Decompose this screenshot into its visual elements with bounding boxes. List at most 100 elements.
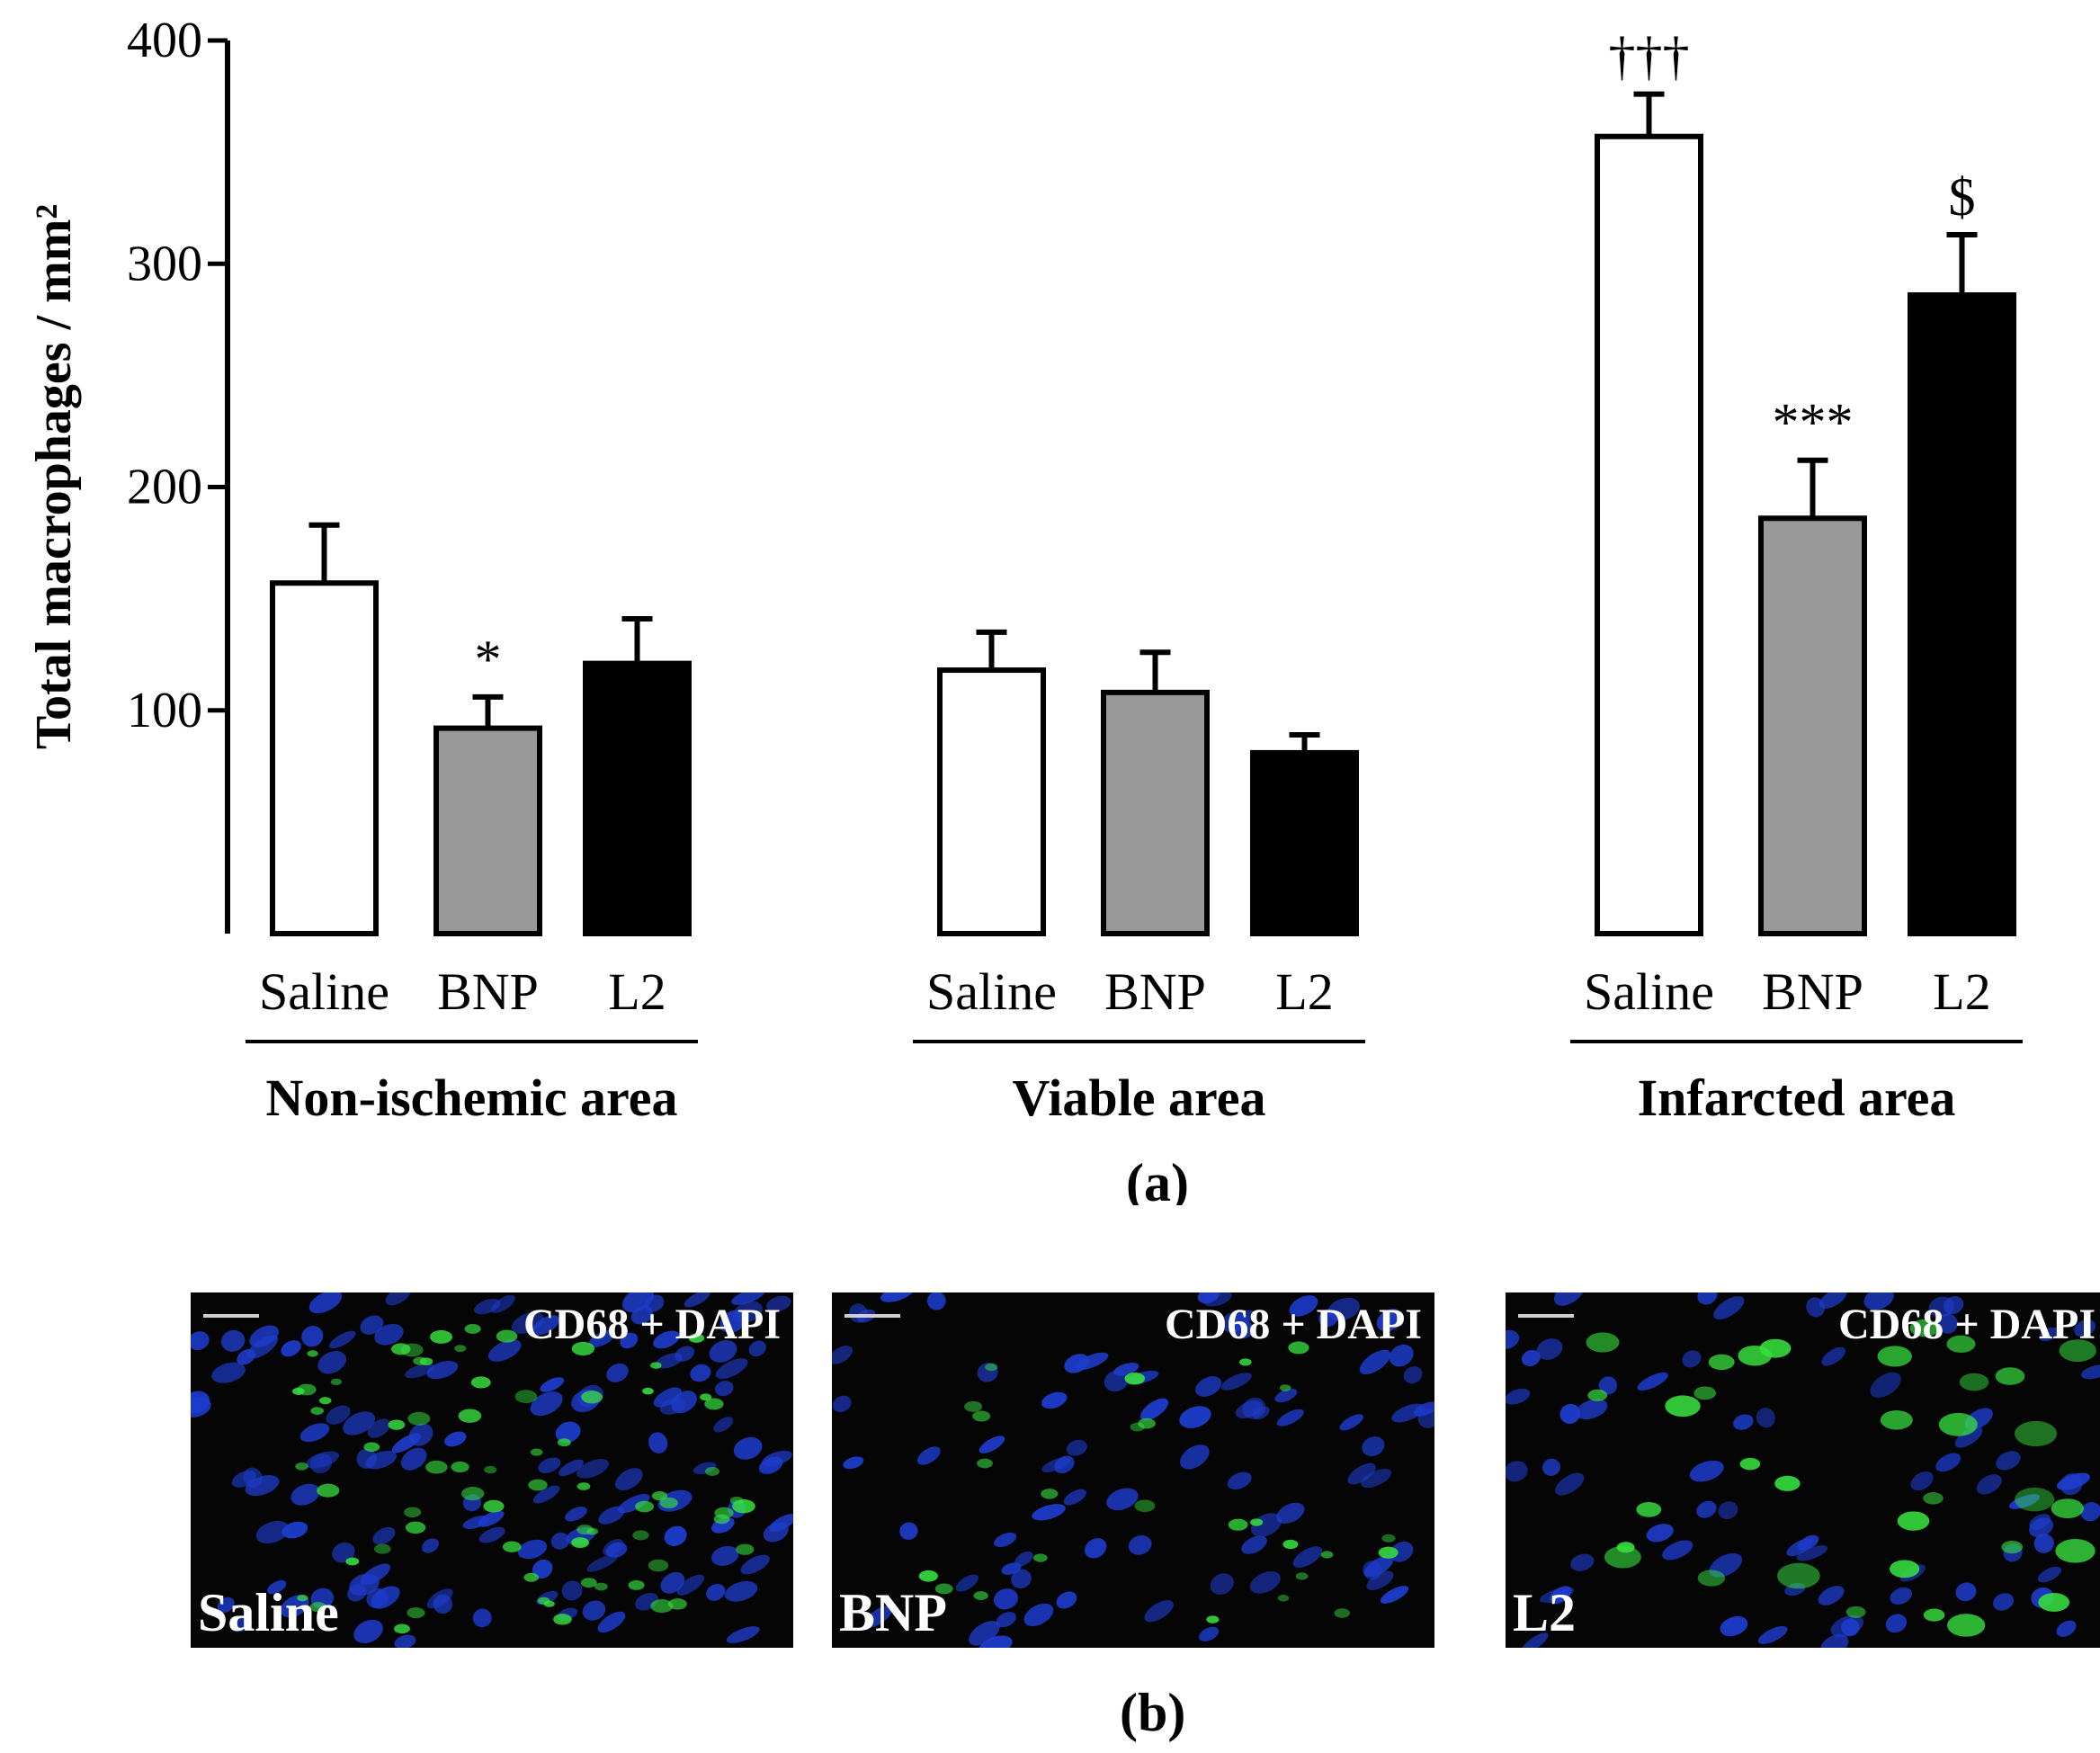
macrophage <box>1777 1562 1820 1589</box>
nucleus <box>310 1453 333 1474</box>
nucleus <box>281 1340 301 1357</box>
macrophage <box>318 1397 332 1405</box>
nucleus <box>1662 1540 1693 1561</box>
nucleus <box>832 1346 853 1364</box>
nucleus <box>1521 1632 1549 1648</box>
macrophage <box>700 1393 712 1401</box>
nucleus <box>1210 1573 1234 1595</box>
nucleus <box>433 1594 453 1614</box>
nucleus <box>726 1626 760 1643</box>
nucleus <box>405 1363 435 1379</box>
nucleus <box>1199 1626 1220 1641</box>
nucleus <box>832 1395 852 1413</box>
nucleus <box>532 1315 560 1336</box>
macrophage <box>1587 1389 1608 1401</box>
nucleus <box>1821 1346 1846 1366</box>
nucleus <box>372 1526 396 1545</box>
bar <box>1101 689 1210 936</box>
nucleus <box>843 1456 864 1470</box>
nucleus <box>555 1421 581 1444</box>
nucleus <box>979 1435 1005 1453</box>
nucleus <box>326 1405 351 1425</box>
significance-marker: ††† <box>1609 27 1690 86</box>
nucleus <box>356 1448 377 1469</box>
nucleus <box>530 1391 563 1417</box>
nucleus <box>233 1617 253 1632</box>
macrophage <box>2015 1487 2055 1512</box>
nucleus <box>1863 1292 1894 1310</box>
bar <box>1595 133 1703 936</box>
nucleus <box>532 1559 553 1579</box>
nucleus <box>993 1588 1018 1610</box>
scale-bar <box>844 1314 900 1318</box>
nucleus <box>1796 1545 1828 1561</box>
significance-marker: $ <box>1949 167 1976 227</box>
nucleus <box>1063 1489 1086 1506</box>
nucleus <box>400 1447 427 1471</box>
nucleus <box>1249 1571 1281 1594</box>
nucleus <box>660 1571 685 1594</box>
nucleus <box>1140 1398 1169 1421</box>
nucleus <box>1339 1414 1363 1431</box>
macrophage <box>461 1487 485 1501</box>
y-tick-label: 100 <box>127 683 202 738</box>
stain-label: CD68 + DAPI <box>523 1301 781 1348</box>
nucleus <box>191 1391 210 1414</box>
nucleus <box>217 1596 235 1614</box>
macrophage <box>1130 1422 1145 1432</box>
nucleus <box>374 1323 404 1346</box>
macrophage <box>317 1483 340 1498</box>
y-tick-label: 200 <box>127 460 202 515</box>
macrophage <box>1693 1386 1717 1400</box>
nucleus <box>2033 1534 2054 1553</box>
macrophage <box>704 1467 720 1476</box>
nucleus <box>267 1579 287 1595</box>
x-tick-label: L2 <box>608 962 666 1021</box>
stain-label: CD68 + DAPI <box>1837 1301 2096 1348</box>
macrophage <box>1938 1412 1978 1436</box>
bar <box>1758 515 1867 936</box>
nucleus <box>532 1485 560 1504</box>
nucleus <box>1697 1292 1718 1305</box>
nucleus <box>1976 1474 2002 1495</box>
nucleus <box>648 1432 668 1453</box>
macrophage <box>1877 1346 1912 1367</box>
macrophage <box>429 1329 453 1344</box>
nucleus <box>615 1468 643 1491</box>
macrophage <box>2015 1420 2058 1447</box>
nucleus <box>588 1329 615 1348</box>
panel-label: BNP <box>839 1583 947 1642</box>
panel-label: Saline <box>198 1583 339 1642</box>
nucleus <box>1380 1586 1409 1604</box>
macrophage <box>651 1490 668 1501</box>
macrophage <box>1665 1395 1701 1418</box>
nucleus <box>1885 1614 1908 1633</box>
nucleus <box>1818 1586 1845 1605</box>
macrophage <box>484 1465 497 1474</box>
macrophage <box>400 1343 424 1357</box>
nucleus <box>1041 1457 1071 1472</box>
nucleus <box>916 1446 941 1465</box>
micrograph-saline: CD68 + DAPI Saline <box>191 1292 793 1648</box>
nucleus <box>360 1315 384 1335</box>
macrophage <box>307 1350 318 1357</box>
macrophage <box>1206 1615 1220 1623</box>
y-tick-label: 400 <box>127 13 202 68</box>
nucleus <box>1757 1625 1788 1644</box>
panel-label: L2 <box>1513 1583 1577 1642</box>
macrophage <box>704 1398 724 1410</box>
macrophage <box>667 1598 687 1610</box>
nucleus <box>1521 1349 1541 1366</box>
nucleus <box>371 1586 400 1609</box>
macrophage <box>2001 1540 2024 1554</box>
macrophage <box>973 1591 988 1601</box>
nucleus <box>540 1377 565 1392</box>
nucleus <box>1066 1439 1087 1456</box>
nucleus <box>360 1563 391 1586</box>
macrophage <box>1708 1354 1735 1371</box>
panel-a-caption: (a) <box>1126 1153 1189 1205</box>
nucleus <box>1230 1310 1255 1328</box>
y-tick-label: 300 <box>127 236 202 291</box>
nucleus <box>733 1301 763 1323</box>
nucleus <box>1366 1570 1394 1591</box>
